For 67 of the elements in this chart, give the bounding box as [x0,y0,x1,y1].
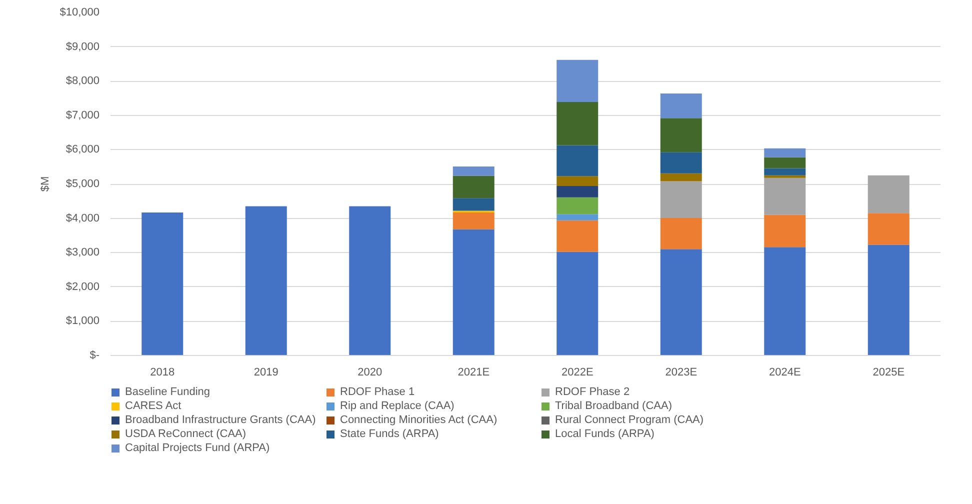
bar [142,212,184,356]
y-tick-label: $9,000 [66,40,100,53]
legend-label: State Funds (ARPA) [340,427,440,441]
bar [556,197,598,214]
legend-label: CARES Act [125,399,182,413]
x-tick-label: 2024E [768,366,801,378]
bar [764,168,806,176]
bar [452,212,494,230]
legend-label: Rural Connect Program (CAA) [555,413,705,427]
legend-label: Rip and Replace (CAA) [340,399,456,413]
y-tick-label: $1,000 [66,315,100,328]
bar [556,176,598,186]
bar [764,247,806,356]
bar [660,249,702,356]
bar [660,93,702,118]
y-tick-label: $5,000 [66,178,100,190]
legend-label: Connecting Minorities Act (CAA) [340,413,498,427]
bar [452,166,494,176]
bar [764,148,806,158]
bar [556,145,598,176]
bar [556,214,598,220]
legend-label: RDOF Phase 1 [340,385,416,399]
legend-label: Local Funds (ARPA) [555,427,656,441]
bar [556,60,598,102]
bar [868,175,910,214]
bar [660,218,702,250]
bar [556,102,598,146]
x-tick-label: 2019 [254,366,278,378]
bar [245,206,287,356]
y-tick-label: $10,000 [60,6,100,18]
legend-label: Baseline Funding [125,385,212,399]
bar [660,118,702,152]
x-tick-label: 2018 [150,366,175,378]
legend-label: Tribal Broadband (CAA) [555,399,673,413]
bar [556,252,598,356]
bar [764,175,806,178]
bar [868,213,910,245]
x-tick-label: 2020 [358,366,382,378]
bar [764,214,806,248]
y-tick-label: $6,000 [66,144,100,156]
x-tick-label: 2025E [872,366,905,378]
x-tick-label: 2021E [458,366,490,378]
y-tick-label: $- [90,350,100,362]
bar [868,244,910,356]
bar [660,152,702,174]
bar [660,173,702,182]
legend-label: RDOF Phase 2 [555,385,631,399]
y-tick-label: $8,000 [66,75,100,88]
legend-label: Capital Projects Fund (ARPA) [125,441,271,455]
bar [764,157,806,168]
y-tick-label: $4,000 [66,212,100,224]
bar [452,176,494,198]
y-axis-title: $M [40,176,52,192]
bar [349,206,391,356]
bar [556,186,598,198]
y-tick-label: $3,000 [66,246,100,259]
bar [556,220,598,252]
bar [452,229,494,356]
legend-label: USDA ReConnect (CAA) [125,427,248,441]
x-tick-label: 2022E [561,366,594,378]
y-tick-label: $7,000 [66,109,100,122]
bar [452,198,494,211]
legend-label: Broadband Infrastructure Grants (CAA) [125,413,317,427]
x-tick-label: 2023E [665,366,698,378]
bar [764,178,806,215]
bar [660,181,702,218]
y-tick-label: $2,000 [66,280,100,293]
